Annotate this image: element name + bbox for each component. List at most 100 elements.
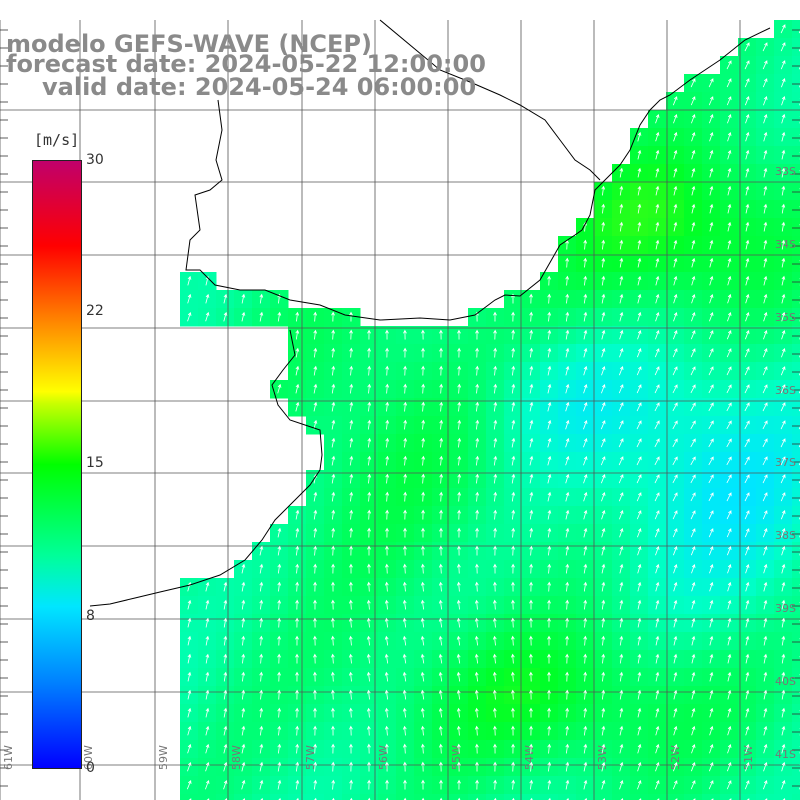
wind-arrow (583, 491, 588, 502)
wind-arrow (781, 149, 786, 160)
wind-arrow (348, 617, 353, 628)
wind-arrow (474, 707, 479, 718)
wind-arrow (384, 725, 389, 736)
wind-arrow (366, 581, 371, 592)
wind-arrow (708, 474, 714, 484)
wind-arrow (565, 365, 570, 376)
wind-arrow (241, 689, 246, 700)
wind-arrow (583, 725, 588, 736)
latitude-label: 33S (775, 165, 796, 178)
wind-arrow (457, 563, 461, 574)
wind-arrow (746, 798, 750, 800)
wind-arrow (727, 293, 732, 304)
wind-arrow (708, 96, 714, 106)
wind-arrow (673, 707, 678, 718)
wind-cell (792, 686, 800, 705)
wind-arrow (601, 617, 606, 628)
wind-arrow (241, 599, 246, 610)
wind-arrow (690, 474, 696, 484)
wind-arrow (223, 653, 228, 664)
wind-arrow (313, 617, 317, 628)
wind-cell (792, 128, 800, 147)
wind-arrow (331, 689, 335, 700)
wind-arrow (439, 491, 444, 502)
wind-arrow (188, 798, 192, 800)
wind-arrow (691, 635, 696, 646)
wind-arrow (565, 653, 569, 664)
wind-arrow (385, 365, 389, 376)
wind-arrow (726, 780, 732, 790)
wind-arrow (745, 113, 750, 124)
wind-arrow (781, 545, 786, 556)
wind-cell (792, 614, 800, 633)
wind-arrow (655, 311, 660, 322)
wind-arrow (565, 455, 570, 466)
wind-arrow (690, 78, 696, 88)
wind-arrow (601, 293, 606, 304)
wind-arrow (348, 635, 353, 646)
wind-arrow (439, 527, 443, 538)
wind-arrow (655, 167, 660, 178)
wind-arrow (727, 311, 732, 322)
wind-arrow (638, 798, 642, 800)
wind-arrow (295, 689, 299, 700)
wind-arrow (223, 635, 228, 646)
wind-arrow (421, 329, 425, 340)
wind-arrow (348, 707, 353, 718)
wind-arrow (708, 402, 714, 412)
wind-arrow (565, 257, 570, 268)
wind-arrow (619, 635, 624, 646)
wind-arrow (403, 527, 407, 538)
wind-arrow (349, 491, 354, 502)
wind-arrow (493, 311, 497, 322)
wind-arrow (762, 402, 768, 412)
wind-arrow (313, 707, 317, 718)
wind-arrow (745, 599, 750, 610)
wind-arrow (331, 383, 336, 394)
wind-arrow (547, 707, 551, 718)
longitude-label: 51W (742, 745, 755, 770)
wind-arrow (691, 167, 696, 178)
wind-arrow (763, 689, 768, 700)
wind-arrow (384, 671, 389, 682)
wind-arrow (223, 581, 228, 592)
wind-arrow (710, 798, 714, 800)
wind-arrow (726, 456, 732, 466)
wind-arrow (655, 239, 660, 250)
wind-arrow (673, 149, 678, 160)
wind-cell (756, 794, 775, 800)
wind-arrow (295, 509, 300, 520)
wind-arrow (655, 707, 660, 718)
wind-arrow (708, 456, 714, 466)
wind-arrow (313, 509, 318, 520)
wind-arrow (655, 185, 660, 196)
wind-arrow (493, 329, 497, 340)
wind-arrow (780, 438, 786, 448)
wind-arrow (493, 545, 497, 556)
wind-arrow (762, 420, 768, 430)
wind-arrow (313, 653, 317, 664)
wind-arrow (637, 671, 642, 682)
wind-arrow (331, 527, 336, 538)
wind-arrow (187, 635, 192, 646)
wind-arrow (763, 653, 768, 664)
wind-arrow (547, 779, 552, 790)
wind-arrow (402, 599, 407, 610)
wind-arrow (727, 257, 732, 268)
wind-arrow (474, 581, 479, 592)
wind-arrow (511, 599, 515, 610)
wind-arrow (420, 707, 425, 718)
wind-arrow (367, 347, 371, 358)
wind-arrow (691, 653, 696, 664)
wind-arrow (745, 563, 750, 574)
wind-arrow (547, 545, 552, 556)
wind-arrow (655, 203, 660, 214)
wind-arrow (493, 347, 498, 358)
wind-arrow (672, 492, 678, 502)
longitude-label: 56W (377, 745, 390, 770)
wind-arrow (619, 311, 624, 322)
wind-arrow (439, 437, 444, 448)
wind-arrow (510, 635, 515, 646)
